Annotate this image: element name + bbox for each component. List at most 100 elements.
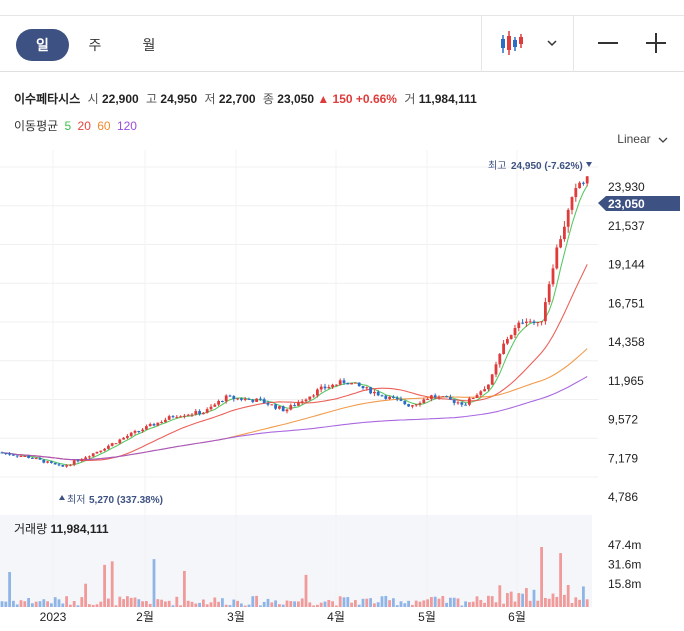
volume-bar xyxy=(300,598,304,607)
current-price-label: 23,050 xyxy=(608,197,645,211)
volume-bar xyxy=(175,596,179,607)
candle-body xyxy=(164,419,167,423)
high-annotation-label: 최고 xyxy=(488,160,506,172)
volume-bar xyxy=(316,604,319,607)
volume-pane-background xyxy=(0,515,592,607)
candle-body xyxy=(122,437,125,440)
candle-body xyxy=(110,443,114,446)
candle-body xyxy=(183,415,186,417)
volume-bar xyxy=(517,593,521,607)
candle-body xyxy=(126,435,129,438)
volume-bar xyxy=(293,601,296,607)
candle-body xyxy=(521,322,524,324)
candle-body xyxy=(4,452,8,454)
ma-20: 20 xyxy=(77,119,91,133)
volume-bar xyxy=(88,604,91,607)
candle-body xyxy=(148,424,152,427)
volume-title: 거래량 11,984,111 xyxy=(14,520,109,537)
candle-body xyxy=(69,464,72,466)
price-tick-label: 11,965 xyxy=(608,374,644,388)
candle-body xyxy=(392,396,395,398)
price-tick-label: 14,358 xyxy=(608,335,645,349)
chevron-down-icon xyxy=(658,137,668,143)
candle-body xyxy=(449,397,452,400)
time-axis-label: 2023 xyxy=(40,610,67,624)
time-axis-label: 3월 xyxy=(227,610,245,624)
volume-label: 거 xyxy=(404,92,416,106)
volume-value: 11,984,111 xyxy=(418,92,477,106)
volume-bar xyxy=(156,599,160,607)
candle-body xyxy=(198,411,201,415)
price-tick-label: 9,572 xyxy=(608,413,638,427)
tab-daily[interactable]: 일 xyxy=(16,29,69,61)
candle-body xyxy=(46,461,49,463)
candle-body xyxy=(335,384,338,386)
low-annotation-value: 5,270 (337.38%) xyxy=(89,495,163,506)
volume-bar xyxy=(342,597,346,607)
candle-body xyxy=(23,455,27,457)
candle-body xyxy=(243,398,247,400)
candle-body xyxy=(228,395,232,397)
volume-bar xyxy=(475,596,479,607)
volume-bar xyxy=(551,593,555,607)
candle-body xyxy=(544,302,547,322)
current-price-tag: 23,050 xyxy=(598,196,680,211)
candle-body xyxy=(0,452,4,454)
volume-bar xyxy=(452,597,456,607)
price-chart[interactable]: 23,930 21,537 19,144 16,751 14,358 11,965 9,57… xyxy=(0,150,684,631)
volume-bar xyxy=(285,600,289,607)
high-annotation: 최고 24,950 (-7.62%) xyxy=(488,160,592,172)
candle-body xyxy=(194,411,198,415)
low-annotation-label: 최저 xyxy=(67,494,85,506)
low-marker-icon xyxy=(59,495,65,500)
volume-bar xyxy=(243,605,247,607)
minus-icon[interactable] xyxy=(598,42,618,44)
scale-selector[interactable]: Linear xyxy=(617,132,668,146)
volume-bar xyxy=(186,600,190,607)
volume-bar xyxy=(99,601,103,607)
volume-bar xyxy=(76,605,80,607)
tab-weekly[interactable]: 주 xyxy=(88,37,102,53)
volume-tick-label: 15.8m xyxy=(608,577,641,591)
volume-bar xyxy=(327,599,331,607)
volume-bar xyxy=(122,599,125,607)
candle-body xyxy=(506,339,509,344)
tab-monthly[interactable]: 월 xyxy=(142,37,156,53)
volume-bar xyxy=(137,599,141,607)
volume-bar xyxy=(487,595,490,607)
candle-body xyxy=(224,395,228,402)
price-tick-label: 4,786 xyxy=(608,490,638,504)
volume-bar xyxy=(376,602,380,607)
candle-body xyxy=(186,414,190,416)
close-value: 23,050 xyxy=(277,92,314,106)
volume-bar xyxy=(361,598,365,607)
volume-bar xyxy=(479,599,483,607)
open-value: 22,900 xyxy=(101,92,139,106)
volume-bar xyxy=(221,598,224,607)
volume-bar xyxy=(164,601,167,607)
candle-body xyxy=(525,321,528,324)
high-annotation-value: 24,950 (-7.62%) xyxy=(511,161,583,172)
candle-body xyxy=(262,399,266,404)
moving-average-legend[interactable]: 이동평균 5 20 60 120 xyxy=(14,117,137,134)
volume-bar xyxy=(308,602,312,607)
candle-body xyxy=(156,422,160,426)
volume-bar xyxy=(251,596,255,607)
candlestick-icon[interactable] xyxy=(496,28,528,60)
candle-body xyxy=(209,406,213,410)
candle-body xyxy=(319,386,323,390)
volume-bar xyxy=(171,605,175,607)
volume-bar xyxy=(72,601,76,607)
volume-bar xyxy=(167,600,171,607)
plus-icon-vertical[interactable] xyxy=(655,33,657,53)
volume-bar xyxy=(91,604,95,607)
volume-bar xyxy=(574,597,578,607)
chevron-down-icon[interactable] xyxy=(545,36,559,50)
candle-body xyxy=(12,454,15,456)
volume-bar xyxy=(297,601,300,607)
candle-body xyxy=(202,412,205,415)
volume-bar xyxy=(544,597,547,607)
candle-body xyxy=(213,404,217,407)
price-tick-label: 16,751 xyxy=(608,296,645,310)
price-tick-label: 7,179 xyxy=(608,451,638,465)
